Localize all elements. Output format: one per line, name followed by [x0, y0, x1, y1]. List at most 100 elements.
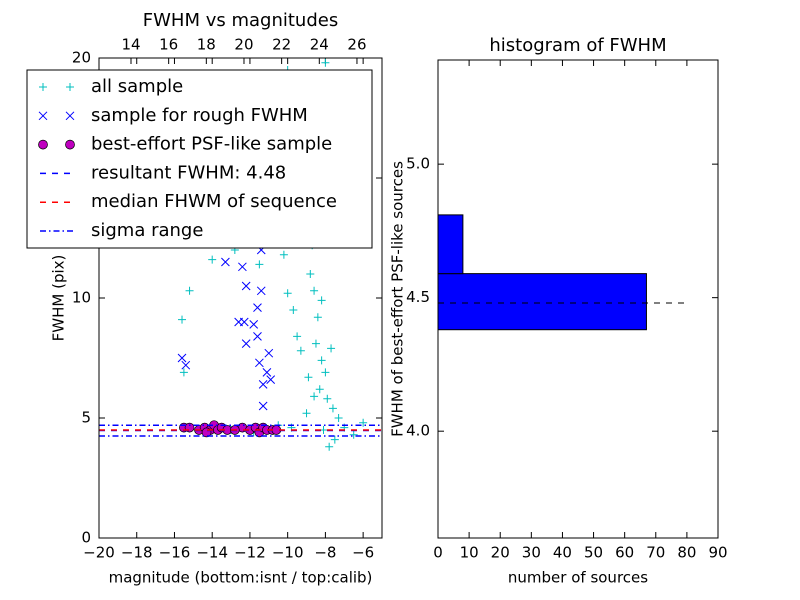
x-axis-label: number of sources: [508, 569, 648, 587]
point: [279, 250, 288, 259]
point: [317, 296, 326, 305]
y-tick-label: 0: [81, 529, 91, 547]
point: [221, 257, 230, 267]
point: [311, 339, 320, 348]
x-tick-label: −16: [159, 544, 191, 562]
legend-swatch: [65, 111, 75, 121]
point: [302, 409, 311, 418]
y-axis-label: FWHM of best-effort PSF-like sources: [389, 161, 407, 437]
point: [249, 320, 259, 329]
point: [239, 317, 249, 327]
x-tick-label: 10: [460, 544, 479, 562]
x-tick-label: −6: [352, 544, 374, 562]
point: [306, 270, 315, 278]
point: [241, 339, 251, 348]
point: [296, 346, 305, 355]
point: [289, 306, 298, 314]
x-tick-label: 20: [491, 544, 510, 562]
bar: [437, 214, 464, 275]
y-tick-label: 20: [72, 49, 91, 67]
point: [327, 344, 336, 353]
y-tick-label: 10: [72, 289, 91, 307]
point: [185, 286, 194, 295]
x-axis-label: magnitude (bottom:isnt / top:calib): [109, 569, 373, 587]
y-tick-label: 5: [81, 409, 91, 427]
point: [255, 358, 264, 368]
point: [208, 255, 217, 264]
point: [253, 303, 262, 312]
legend-swatch: [38, 111, 48, 121]
legend-label: sigma range: [91, 220, 203, 241]
legend-swatch: [66, 83, 74, 91]
point: [264, 348, 274, 358]
x-tick-label: 0: [433, 544, 443, 562]
point: [315, 385, 324, 394]
x2-tick-label: 26: [347, 36, 366, 54]
legend-swatch: [39, 83, 47, 91]
legend-swatch: [65, 139, 75, 150]
chart-title: FWHM vs magnitudes: [143, 10, 338, 31]
bar: [437, 273, 647, 331]
point: [313, 313, 322, 322]
x2-tick-label: 16: [159, 36, 178, 54]
legend-label: resultant FWHM: 4.48: [91, 162, 286, 183]
point: [255, 260, 264, 269]
x-tick-label: −8: [314, 544, 336, 562]
axes-frame: [437, 59, 719, 539]
x-tick-label: 30: [522, 544, 541, 562]
x2-tick-label: 18: [197, 36, 216, 54]
point: [253, 332, 262, 341]
x-tick-label: −14: [196, 544, 228, 562]
x2-tick-label: 14: [121, 36, 140, 54]
axes-frame: [98, 57, 383, 539]
legend-label: median FHWM of sequence: [91, 191, 337, 212]
point: [349, 430, 358, 439]
x2-tick-label: 22: [272, 36, 291, 54]
point: [293, 332, 302, 341]
chart-title: histogram of FWHM: [489, 35, 666, 56]
point: [178, 315, 187, 324]
x2-tick-label: 20: [234, 36, 253, 54]
point: [334, 414, 343, 422]
x-tick-label: −18: [121, 544, 153, 562]
legend-swatch: [38, 139, 48, 150]
y-axis-label: FWHM (pix): [50, 255, 68, 342]
legend-box: [26, 69, 373, 249]
point: [181, 360, 191, 370]
point: [310, 286, 319, 295]
x-tick-label: 90: [708, 544, 727, 562]
x-tick-label: −20: [83, 544, 115, 562]
x-tick-label: −12: [234, 544, 266, 562]
x-tick-label: 70: [646, 544, 665, 562]
point: [310, 392, 319, 401]
y-tick-label: 4.5: [406, 288, 430, 306]
point: [328, 404, 337, 413]
y-tick-label: 4.0: [406, 422, 430, 440]
point: [283, 289, 292, 298]
point: [258, 380, 268, 389]
x-tick-label: 50: [584, 544, 603, 562]
point: [266, 375, 276, 384]
x-tick-label: 40: [553, 544, 572, 562]
point: [325, 442, 334, 451]
point: [179, 368, 188, 377]
legend-label: sample for rough FWHM: [91, 105, 308, 126]
point: [304, 373, 313, 382]
legend-label: all sample: [91, 76, 183, 97]
x-tick-label: 80: [677, 544, 696, 562]
x-tick-label: −10: [272, 544, 304, 562]
point: [241, 281, 251, 291]
point: [258, 401, 268, 411]
point: [238, 262, 247, 272]
point: [317, 356, 326, 365]
point: [177, 353, 187, 363]
point: [321, 368, 330, 377]
point: [359, 418, 368, 427]
legend-label: best-effort PSF-like sample: [91, 134, 332, 155]
point: [321, 58, 330, 67]
y-tick-label: 5.0: [406, 155, 430, 173]
x2-tick-label: 24: [310, 36, 329, 54]
point: [323, 394, 332, 403]
